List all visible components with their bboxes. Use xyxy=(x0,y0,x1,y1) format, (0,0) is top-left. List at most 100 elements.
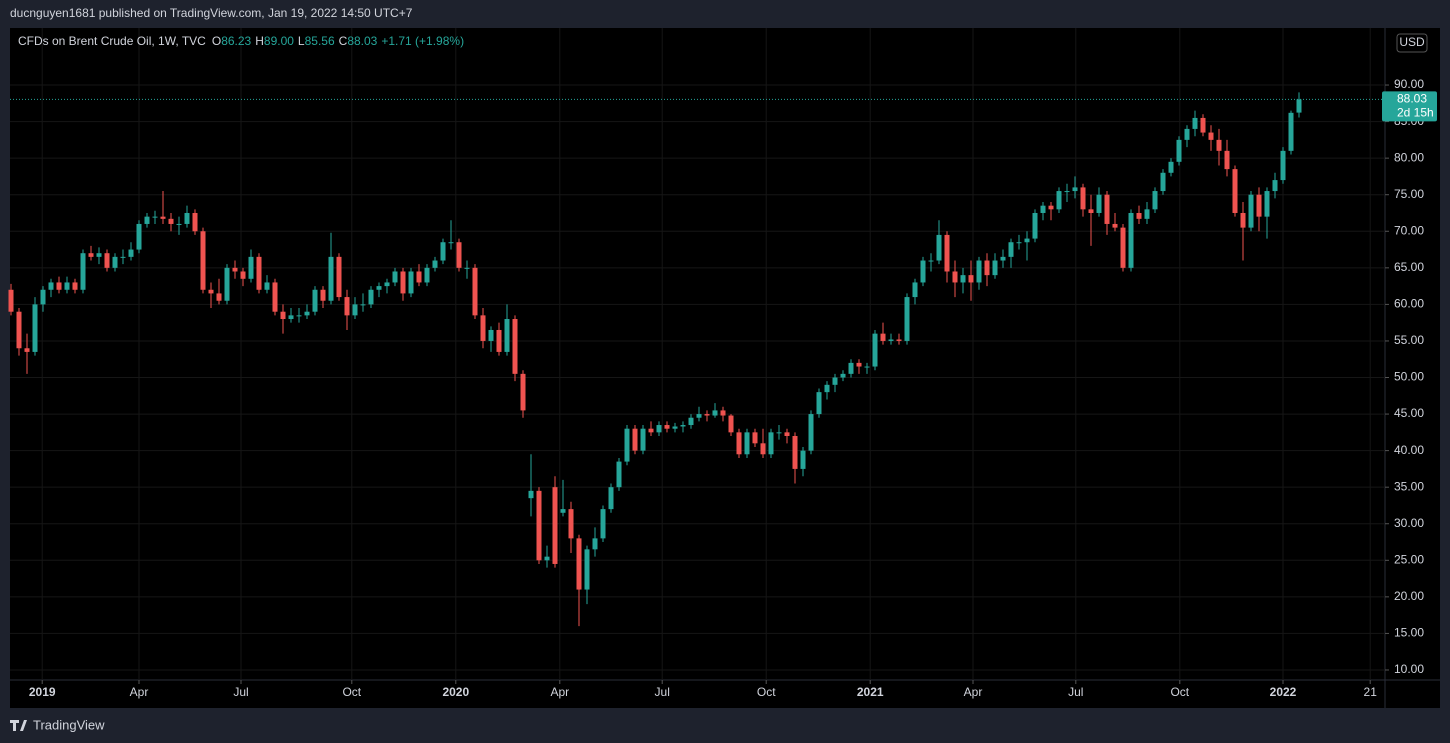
candles xyxy=(8,92,1385,627)
candle-body xyxy=(1040,205,1046,213)
y-tick-label: 25.00 xyxy=(1394,552,1424,566)
candle-body xyxy=(936,234,942,261)
publisher: ducnguyen1681 published on TradingView.c… xyxy=(10,6,413,20)
legend-key: C xyxy=(339,34,348,48)
candle-body xyxy=(96,253,102,257)
candle-body xyxy=(424,267,430,283)
y-tick-label: 35.00 xyxy=(1394,479,1424,493)
candle-body xyxy=(48,282,54,290)
currency[interactable]: USD xyxy=(1399,35,1425,49)
candle-body xyxy=(624,428,630,462)
candle-body xyxy=(408,271,414,294)
candle-body xyxy=(680,425,686,427)
candle-body xyxy=(536,490,542,561)
candle-body xyxy=(72,282,78,290)
candle-body xyxy=(824,384,830,393)
candle-body xyxy=(392,271,398,283)
candle-body xyxy=(616,461,622,488)
candle-body xyxy=(24,348,30,352)
y-tick-label: 15.00 xyxy=(1394,626,1424,640)
candle-body xyxy=(1224,150,1230,170)
candle-body xyxy=(1264,191,1270,217)
candle-body xyxy=(720,410,726,416)
candle-body xyxy=(1000,256,1006,261)
candle-body xyxy=(632,428,638,451)
legend-key: H xyxy=(255,34,264,48)
candle-body xyxy=(1008,242,1014,257)
candle-body xyxy=(448,242,454,244)
candle-body xyxy=(328,256,334,301)
candle-body xyxy=(1128,212,1134,268)
candle-body xyxy=(112,256,118,268)
candle-body xyxy=(568,509,574,539)
candle-body xyxy=(688,417,694,426)
candle-body xyxy=(960,275,966,283)
candle-body xyxy=(104,253,110,268)
candle-body xyxy=(736,432,742,455)
candle-body xyxy=(904,297,910,341)
x-tick-label: 2020 xyxy=(442,685,469,699)
candle-body xyxy=(512,319,518,374)
candle-body xyxy=(248,256,254,279)
candle-body xyxy=(1136,212,1142,219)
candle-body xyxy=(1168,161,1174,173)
candle-body xyxy=(8,289,14,312)
candle-body xyxy=(144,216,150,224)
candle-body xyxy=(416,271,422,283)
candle-body xyxy=(184,212,190,224)
y-tick-label: 40.00 xyxy=(1394,443,1424,457)
candle-body xyxy=(128,249,134,257)
candle-body xyxy=(264,282,270,290)
candle-body xyxy=(200,231,206,290)
candle-body xyxy=(80,253,86,290)
candle-body xyxy=(384,282,390,287)
candle-body xyxy=(1048,205,1054,210)
candle-body xyxy=(672,426,678,429)
last-price-box xyxy=(1382,91,1437,122)
candle-body xyxy=(648,428,654,433)
candle-body xyxy=(64,282,70,290)
candle-body xyxy=(848,362,854,374)
candle-body xyxy=(792,436,798,469)
candle-body xyxy=(352,304,358,316)
candle-body xyxy=(1104,194,1110,224)
candle-body xyxy=(344,297,350,316)
x-tick-label: Oct xyxy=(757,685,776,699)
candle-body xyxy=(168,218,174,224)
currency-box[interactable] xyxy=(1396,33,1428,53)
candle-body xyxy=(1256,194,1262,217)
logo: TradingView xyxy=(10,717,105,732)
candle-body xyxy=(856,362,862,367)
candle-body xyxy=(1208,132,1214,140)
y-tick-label: 10.00 xyxy=(1394,662,1424,676)
candle-body xyxy=(296,315,302,317)
x-tick-label: 2022 xyxy=(1270,685,1297,699)
y-tick-label: 80.00 xyxy=(1394,150,1424,164)
candle-body xyxy=(1240,212,1246,228)
candle-body xyxy=(224,267,230,301)
candle-body xyxy=(600,509,606,539)
candle-body xyxy=(552,487,558,564)
candle-body xyxy=(1288,112,1294,151)
candle-body xyxy=(432,260,438,268)
candle-body xyxy=(608,487,614,510)
x-tick-label: Oct xyxy=(342,685,361,699)
plot-background xyxy=(10,28,1440,708)
candle-body xyxy=(1072,187,1078,192)
candle-body xyxy=(1032,212,1038,239)
candle-body xyxy=(272,282,278,312)
candle-body xyxy=(1120,227,1126,268)
candle-body xyxy=(152,216,158,218)
candle-body xyxy=(584,549,590,590)
candle-body xyxy=(1160,172,1166,192)
candle-body xyxy=(712,410,718,416)
candle-body xyxy=(872,333,878,367)
candle-body xyxy=(336,256,342,298)
candle-body xyxy=(472,267,478,316)
candle-body xyxy=(864,366,870,368)
legend-value: 85.56 xyxy=(305,34,335,48)
legend-value: 89.00 xyxy=(264,34,294,48)
candle-body xyxy=(840,373,846,378)
y-tick-label: 90.00 xyxy=(1394,77,1424,91)
